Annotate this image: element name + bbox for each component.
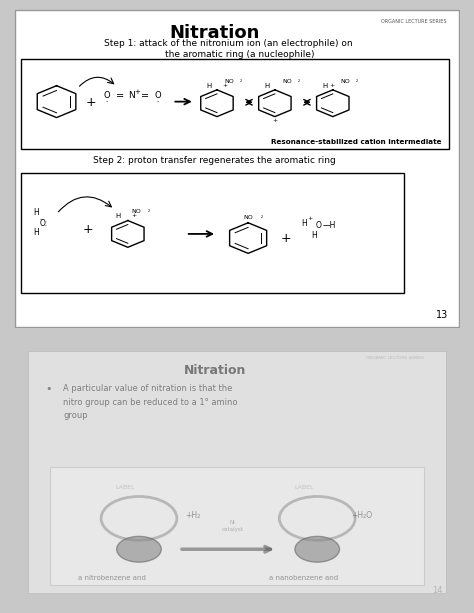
Text: Step 2: proton transfer regenerates the aromatic ring: Step 2: proton transfer regenerates the … bbox=[93, 156, 336, 166]
Text: LABEL: LABEL bbox=[116, 485, 136, 490]
Text: Step 1: attack of the nitronium ion (an electrophile) on
        the aromatic ri: Step 1: attack of the nitronium ion (an … bbox=[104, 39, 352, 59]
Circle shape bbox=[117, 536, 161, 562]
Text: +: + bbox=[307, 216, 312, 221]
Text: Ni
catalyst: Ni catalyst bbox=[222, 520, 244, 531]
Text: O: O bbox=[315, 221, 321, 230]
Text: H: H bbox=[322, 83, 328, 89]
Text: =: = bbox=[116, 91, 124, 101]
Text: —H: —H bbox=[323, 221, 337, 230]
Text: O:: O: bbox=[40, 219, 48, 228]
Text: H: H bbox=[264, 83, 270, 89]
FancyBboxPatch shape bbox=[21, 59, 448, 150]
Text: $_2$: $_2$ bbox=[260, 214, 264, 221]
FancyBboxPatch shape bbox=[27, 351, 447, 593]
Text: $_2$: $_2$ bbox=[146, 208, 150, 215]
Text: ..: .. bbox=[39, 216, 42, 221]
FancyBboxPatch shape bbox=[21, 173, 404, 293]
Text: 13: 13 bbox=[436, 310, 448, 320]
FancyBboxPatch shape bbox=[15, 10, 459, 327]
Text: +: + bbox=[281, 232, 292, 245]
Text: H: H bbox=[33, 208, 39, 217]
Text: NO: NO bbox=[225, 79, 234, 85]
Text: =: = bbox=[141, 91, 149, 101]
Text: +: + bbox=[82, 223, 93, 235]
Text: $_2$: $_2$ bbox=[297, 78, 301, 85]
Text: N: N bbox=[128, 91, 135, 101]
Text: H: H bbox=[301, 219, 307, 228]
Text: ORGANIC LECTURE SERIES: ORGANIC LECTURE SERIES bbox=[381, 19, 447, 24]
Text: O: O bbox=[104, 91, 110, 101]
Text: 14: 14 bbox=[432, 586, 443, 595]
Text: +: + bbox=[272, 118, 277, 123]
Text: Resonance-stabilized cation intermediate: Resonance-stabilized cation intermediate bbox=[272, 139, 442, 145]
Text: H: H bbox=[33, 229, 39, 237]
Text: a nitrobenzene and: a nitrobenzene and bbox=[78, 574, 146, 581]
Text: $_2$: $_2$ bbox=[239, 78, 243, 85]
Text: H: H bbox=[115, 213, 120, 219]
Text: +: + bbox=[85, 96, 96, 109]
Text: Nitration: Nitration bbox=[170, 23, 260, 42]
Text: O: O bbox=[155, 91, 161, 101]
Text: H: H bbox=[311, 231, 317, 240]
Text: NO: NO bbox=[340, 79, 350, 85]
Text: ..: .. bbox=[105, 98, 109, 103]
Text: +H₂O: +H₂O bbox=[351, 511, 372, 520]
Text: NO: NO bbox=[131, 209, 141, 214]
Text: LABEL: LABEL bbox=[294, 485, 314, 490]
Text: A particular value of nitration is that the
nitro group can be reduced to a 1° a: A particular value of nitration is that … bbox=[63, 384, 238, 420]
Text: +H₂: +H₂ bbox=[185, 511, 200, 520]
FancyBboxPatch shape bbox=[50, 467, 424, 585]
Text: NO: NO bbox=[283, 79, 292, 85]
Text: •: • bbox=[46, 384, 52, 395]
Text: +: + bbox=[131, 213, 136, 218]
Text: NO: NO bbox=[243, 215, 253, 220]
Text: Nitration: Nitration bbox=[183, 364, 246, 377]
Circle shape bbox=[295, 536, 339, 562]
Text: a nanobenzene and: a nanobenzene and bbox=[269, 574, 338, 581]
Text: +: + bbox=[135, 89, 141, 95]
Text: +: + bbox=[222, 83, 227, 88]
Text: $_2$: $_2$ bbox=[355, 78, 359, 85]
Text: H: H bbox=[206, 83, 211, 89]
Text: +: + bbox=[329, 83, 335, 88]
Text: ..: .. bbox=[156, 98, 159, 103]
Text: ORGANIC LECTURE SERIES: ORGANIC LECTURE SERIES bbox=[366, 356, 424, 360]
